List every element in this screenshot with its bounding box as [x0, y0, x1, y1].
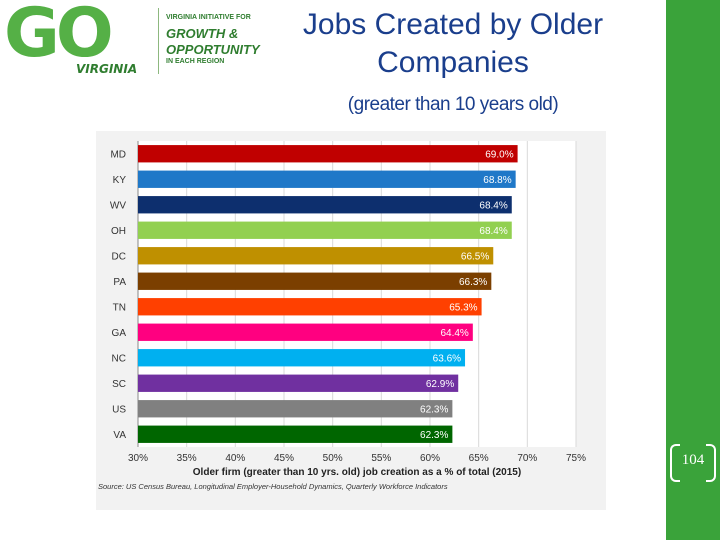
plot-area	[138, 141, 576, 447]
logo-state-name: VIRGINIA	[76, 62, 138, 76]
bar-oh	[138, 221, 512, 239]
bar-pa	[138, 272, 492, 290]
bar-nc	[138, 349, 466, 367]
bar-dc	[138, 247, 494, 265]
slide-title: Jobs Created by Older Companies	[302, 8, 604, 79]
x-tick-label: 65%	[469, 453, 489, 464]
page-number-bracket-left	[670, 444, 680, 482]
page-number: 104	[670, 444, 716, 482]
x-tick-label: 30%	[128, 453, 148, 464]
bar-md	[138, 145, 518, 163]
y-category-label: MD	[110, 149, 126, 160]
chart-source: Source: US Census Bureau, Longitudinal E…	[98, 482, 448, 491]
x-tick-label: 50%	[323, 453, 343, 464]
logo-tagline-4: IN EACH REGION	[166, 58, 225, 65]
bar-sc	[138, 374, 459, 392]
side-accent-strip	[666, 0, 720, 540]
page-number-bracket-right	[706, 444, 716, 482]
y-category-label: VA	[113, 430, 126, 441]
bar-value-label: 65.3%	[449, 302, 477, 313]
logo-tagline-3: OPPORTUNITY	[166, 42, 260, 57]
bar-wv	[138, 196, 512, 214]
bar-chart: 30% 35% 40% 45% 50% 55% 60% 65% 70% 75% MD 69.0% KY 6…	[96, 131, 606, 510]
bar-ga	[138, 323, 473, 341]
bar-value-label: 69.0%	[485, 149, 513, 160]
bar-value-label: 62.9%	[426, 379, 454, 390]
x-tick-label: 45%	[274, 453, 294, 464]
bar-chart-svg: 30% 35% 40% 45% 50% 55% 60% 65% 70% 75% MD 69.0% KY 6…	[96, 131, 606, 510]
page-number-label: 104	[681, 452, 705, 468]
bar-value-label: 66.3%	[459, 277, 487, 288]
y-category-label: NC	[112, 353, 126, 364]
bar-value-label: 62.3%	[420, 430, 448, 441]
x-tick-label: 75%	[566, 453, 586, 464]
y-category-label: OH	[111, 226, 126, 237]
y-category-label: GA	[112, 328, 127, 339]
x-tick-label: 40%	[225, 453, 245, 464]
bar-ky	[138, 170, 516, 188]
bar-value-label: 66.5%	[461, 251, 489, 262]
logo-tagline-2: GROWTH &	[166, 26, 239, 41]
y-category-label: US	[112, 404, 126, 415]
bar-value-label: 68.4%	[479, 200, 507, 211]
bar-us	[138, 400, 453, 418]
y-category-label: SC	[112, 379, 126, 390]
bar-tn	[138, 298, 482, 316]
logo-go-letters: GO	[4, 0, 114, 73]
go-virginia-logo: GO VIRGINIA VIRGINIA INITIATIVE FOR GROW…	[0, 0, 290, 90]
logo-divider	[158, 8, 159, 74]
bar-value-label: 62.3%	[420, 404, 448, 415]
x-tick-label: 60%	[420, 453, 440, 464]
y-category-label: TN	[113, 302, 126, 313]
x-tick-label: 35%	[177, 453, 197, 464]
x-tick-label: 55%	[371, 453, 391, 464]
y-category-label: PA	[113, 277, 126, 288]
y-category-label: KY	[113, 175, 127, 186]
bar-value-label: 63.6%	[433, 353, 461, 364]
y-category-label: WV	[110, 200, 126, 211]
slide-subtitle: (greater than 10 years old)	[347, 94, 559, 115]
x-axis-title: Older firm (greater than 10 yrs. old) jo…	[193, 467, 521, 478]
logo-tagline-1: VIRGINIA INITIATIVE FOR	[166, 14, 251, 21]
bar-value-label: 64.4%	[440, 328, 468, 339]
x-tick-label: 70%	[517, 453, 537, 464]
bar-value-label: 68.8%	[483, 175, 511, 186]
bar-va	[138, 425, 453, 443]
y-category-label: DC	[112, 251, 126, 262]
bar-value-label: 68.4%	[479, 226, 507, 237]
